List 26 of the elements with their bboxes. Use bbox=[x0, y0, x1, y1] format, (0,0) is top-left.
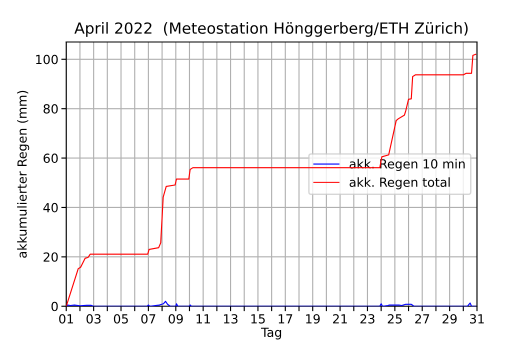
x-tick-label: 05 bbox=[114, 314, 128, 324]
x-tick-label: 23 bbox=[360, 314, 374, 324]
chart-title: April 2022 (Meteostation Hönggerberg/ETH Zürich) bbox=[74, 22, 468, 37]
x-tick-label: 01 bbox=[59, 314, 74, 324]
x-tick-label: 17 bbox=[278, 314, 292, 324]
x-tick-label: 03 bbox=[86, 314, 101, 324]
y-tick-label: 80 bbox=[44, 104, 58, 114]
x-tick-label: 07 bbox=[141, 314, 156, 324]
x-tick-label: 15 bbox=[251, 314, 265, 324]
y-axis-title: akkumulierter Regen (mm) bbox=[17, 90, 30, 258]
y-tick-label: 40 bbox=[43, 202, 58, 212]
x-tick-label: 25 bbox=[388, 314, 402, 324]
x-tick-label: 09 bbox=[168, 314, 183, 324]
x-tick-label: 13 bbox=[224, 314, 238, 324]
x-tick-label: 29 bbox=[442, 314, 457, 324]
y-tick-label: 60 bbox=[44, 154, 58, 163]
x-tick-label: 19 bbox=[306, 314, 320, 324]
x-tick-label: 21 bbox=[333, 314, 347, 324]
y-tick-label: 20 bbox=[44, 252, 58, 262]
y-tick-label: 100 bbox=[36, 54, 58, 64]
x-tick-label: 31 bbox=[470, 314, 484, 324]
x-tick-label: 11 bbox=[196, 314, 210, 324]
x-tick-label: 27 bbox=[415, 314, 430, 324]
y-tick-label: 0 bbox=[51, 302, 58, 312]
x-axis-title: Tag bbox=[261, 328, 282, 340]
legend-label: akk. Regen total bbox=[350, 177, 450, 190]
